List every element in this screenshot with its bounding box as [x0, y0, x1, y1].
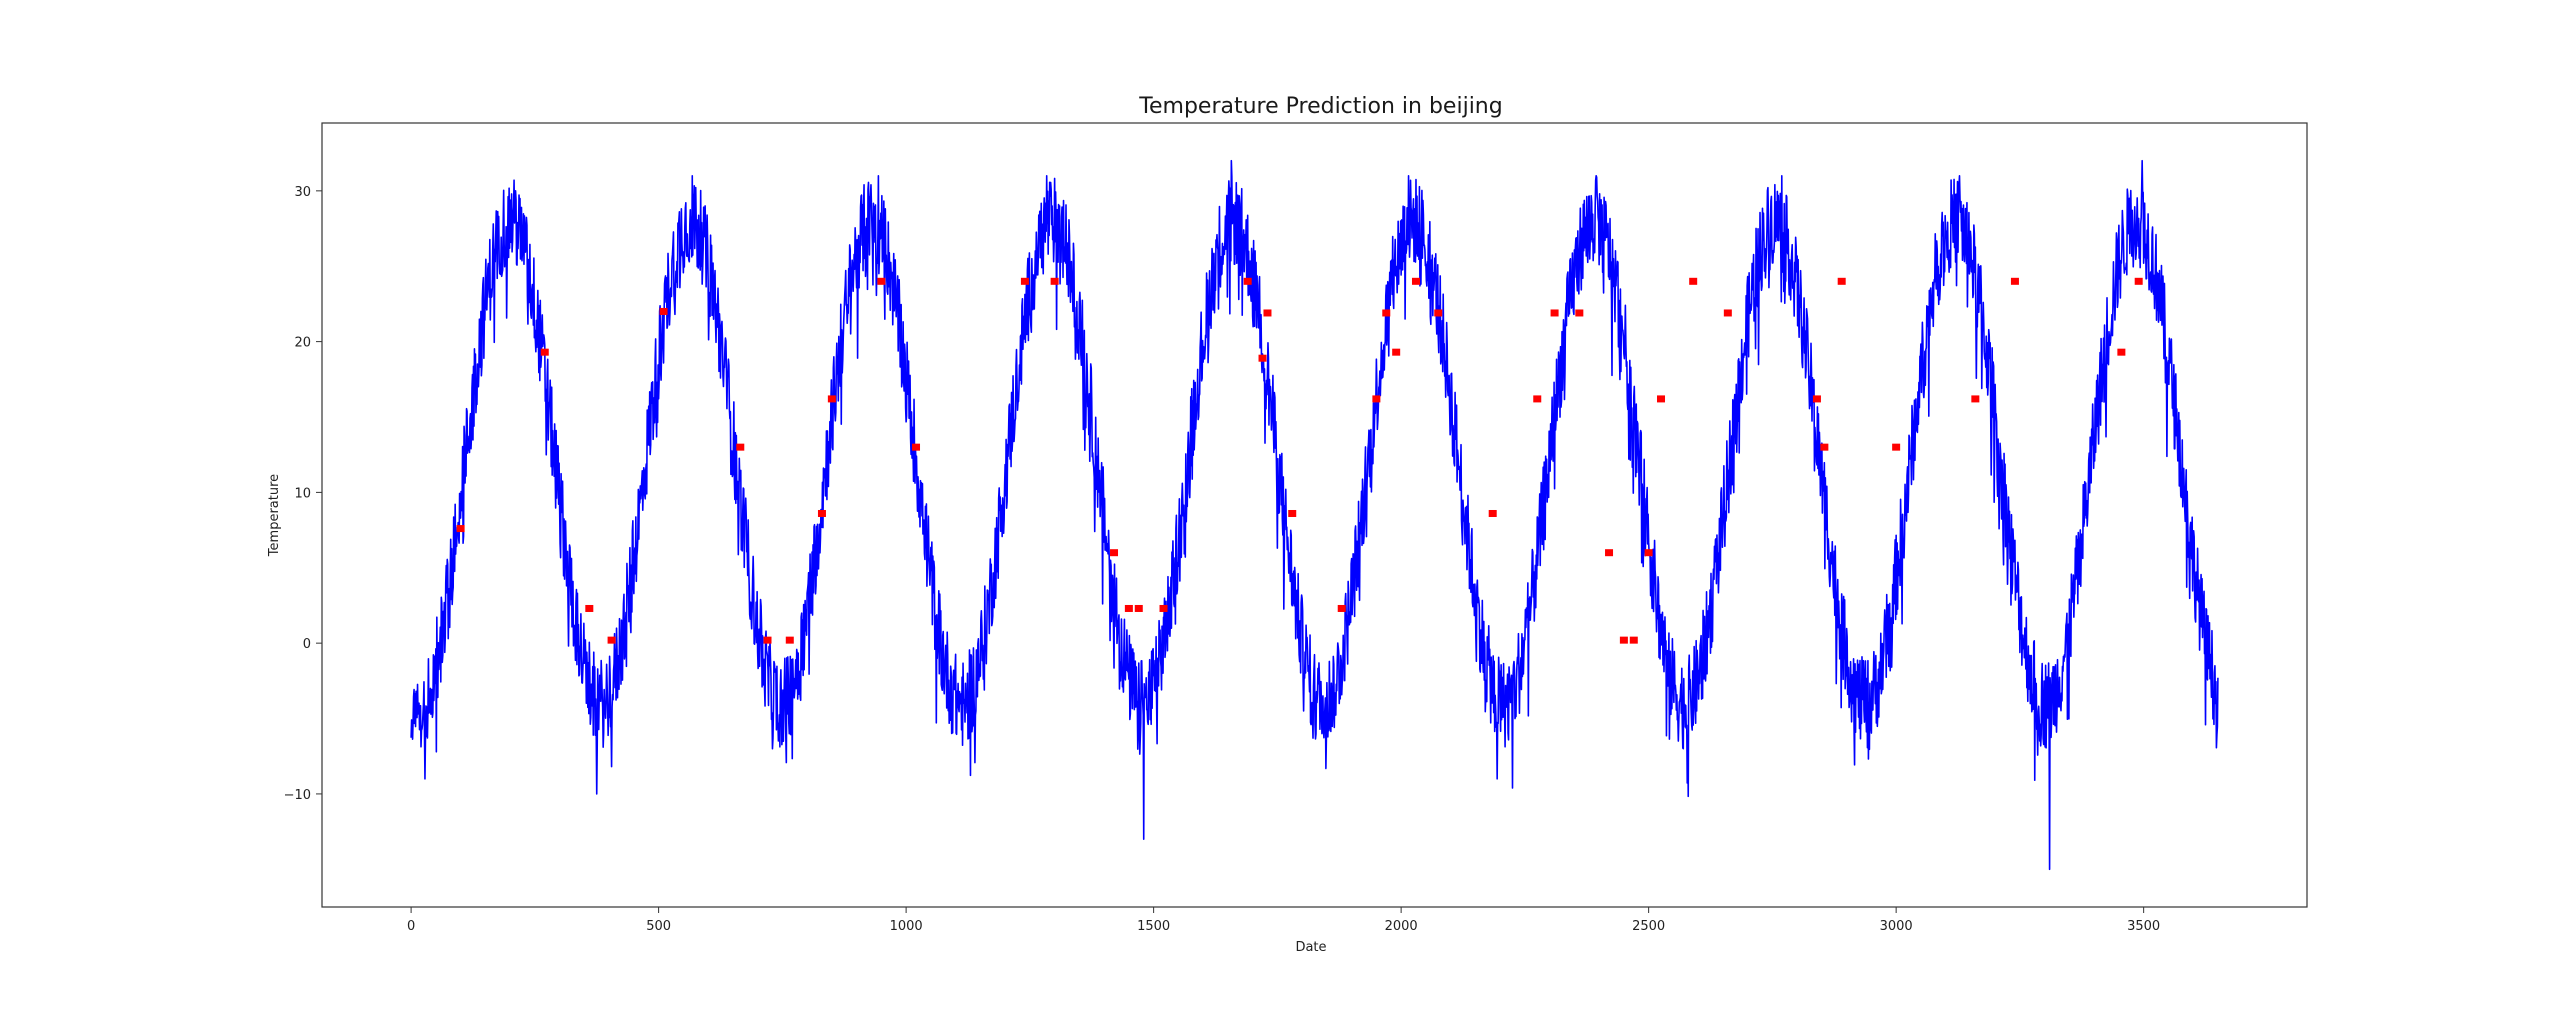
predicted-points-layer — [456, 277, 2143, 644]
predicted-point — [912, 443, 921, 451]
predicted-point — [1550, 309, 1559, 317]
y-axis-ticks: −10 0 10 20 30 — [284, 185, 322, 803]
predicted-point — [1629, 636, 1638, 644]
x-tick-label: 1500 — [1137, 919, 1170, 934]
predicted-point — [1382, 309, 1391, 317]
predicted-point — [1258, 354, 1267, 362]
predicted-point — [540, 348, 549, 356]
x-tick-label: 2000 — [1385, 919, 1418, 934]
predicted-point — [736, 443, 745, 451]
chart-title: Temperature Prediction in beijing — [1138, 94, 1502, 119]
predicted-point — [1971, 395, 1980, 403]
predicted-point — [1488, 509, 1497, 517]
predicted-point — [1124, 604, 1133, 612]
actual-temperature-line — [410, 159, 2219, 871]
predicted-point — [1812, 395, 1821, 403]
predicted-point — [1110, 549, 1119, 557]
x-axis-ticks: 0 500 1000 1500 2000 2500 3000 3500 — [407, 907, 2160, 934]
predicted-point — [1159, 604, 1168, 612]
x-tick-label: 500 — [646, 919, 671, 934]
predicted-point — [877, 277, 886, 285]
predicted-point — [2134, 277, 2143, 285]
predicted-point — [1243, 277, 1252, 285]
x-tick-label: 3500 — [2127, 919, 2160, 934]
predicted-point — [1892, 443, 1901, 451]
predicted-point — [785, 636, 794, 644]
predicted-point — [1657, 395, 1666, 403]
predicted-point — [1263, 309, 1272, 317]
actual-temperature-layer — [410, 159, 2219, 871]
x-tick-label: 1000 — [890, 919, 923, 934]
predicted-point — [1020, 277, 1029, 285]
x-tick-label: 2500 — [1632, 919, 1665, 934]
predicted-point — [1392, 348, 1401, 356]
predicted-point — [585, 604, 594, 612]
y-tick-label: 10 — [294, 486, 311, 501]
predicted-point — [1134, 604, 1143, 612]
y-tick-label: 20 — [294, 336, 311, 351]
predicted-point — [1689, 277, 1698, 285]
predicted-point — [2117, 348, 2126, 356]
predicted-point — [763, 636, 772, 644]
y-axis-label: Temperature — [267, 474, 282, 557]
predicted-point — [659, 307, 668, 315]
x-axis-label: Date — [1295, 940, 1326, 955]
plot-frame — [321, 122, 2308, 908]
predicted-point — [1605, 549, 1614, 557]
predicted-point — [1619, 636, 1628, 644]
predicted-point — [607, 636, 616, 644]
predicted-point — [1411, 277, 1420, 285]
predicted-point — [1644, 549, 1653, 557]
predicted-point — [1434, 309, 1443, 317]
predicted-point — [2010, 277, 2019, 285]
predicted-point — [827, 395, 836, 403]
predicted-point — [456, 525, 465, 533]
predicted-point — [1820, 443, 1829, 451]
predicted-point — [1723, 309, 1732, 317]
predicted-point — [1050, 277, 1059, 285]
predicted-point — [1337, 604, 1346, 612]
x-tick-label: 3000 — [1880, 919, 1913, 934]
y-tick-label: 0 — [303, 637, 311, 652]
x-tick-label: 0 — [407, 919, 415, 934]
predicted-point — [1288, 509, 1297, 517]
predicted-point — [1837, 277, 1846, 285]
y-tick-label: 30 — [294, 185, 311, 200]
predicted-point — [1575, 309, 1584, 317]
y-tick-label: −10 — [284, 788, 311, 803]
predicted-point — [817, 509, 826, 517]
predicted-point — [1372, 395, 1381, 403]
predicted-point — [1533, 395, 1542, 403]
